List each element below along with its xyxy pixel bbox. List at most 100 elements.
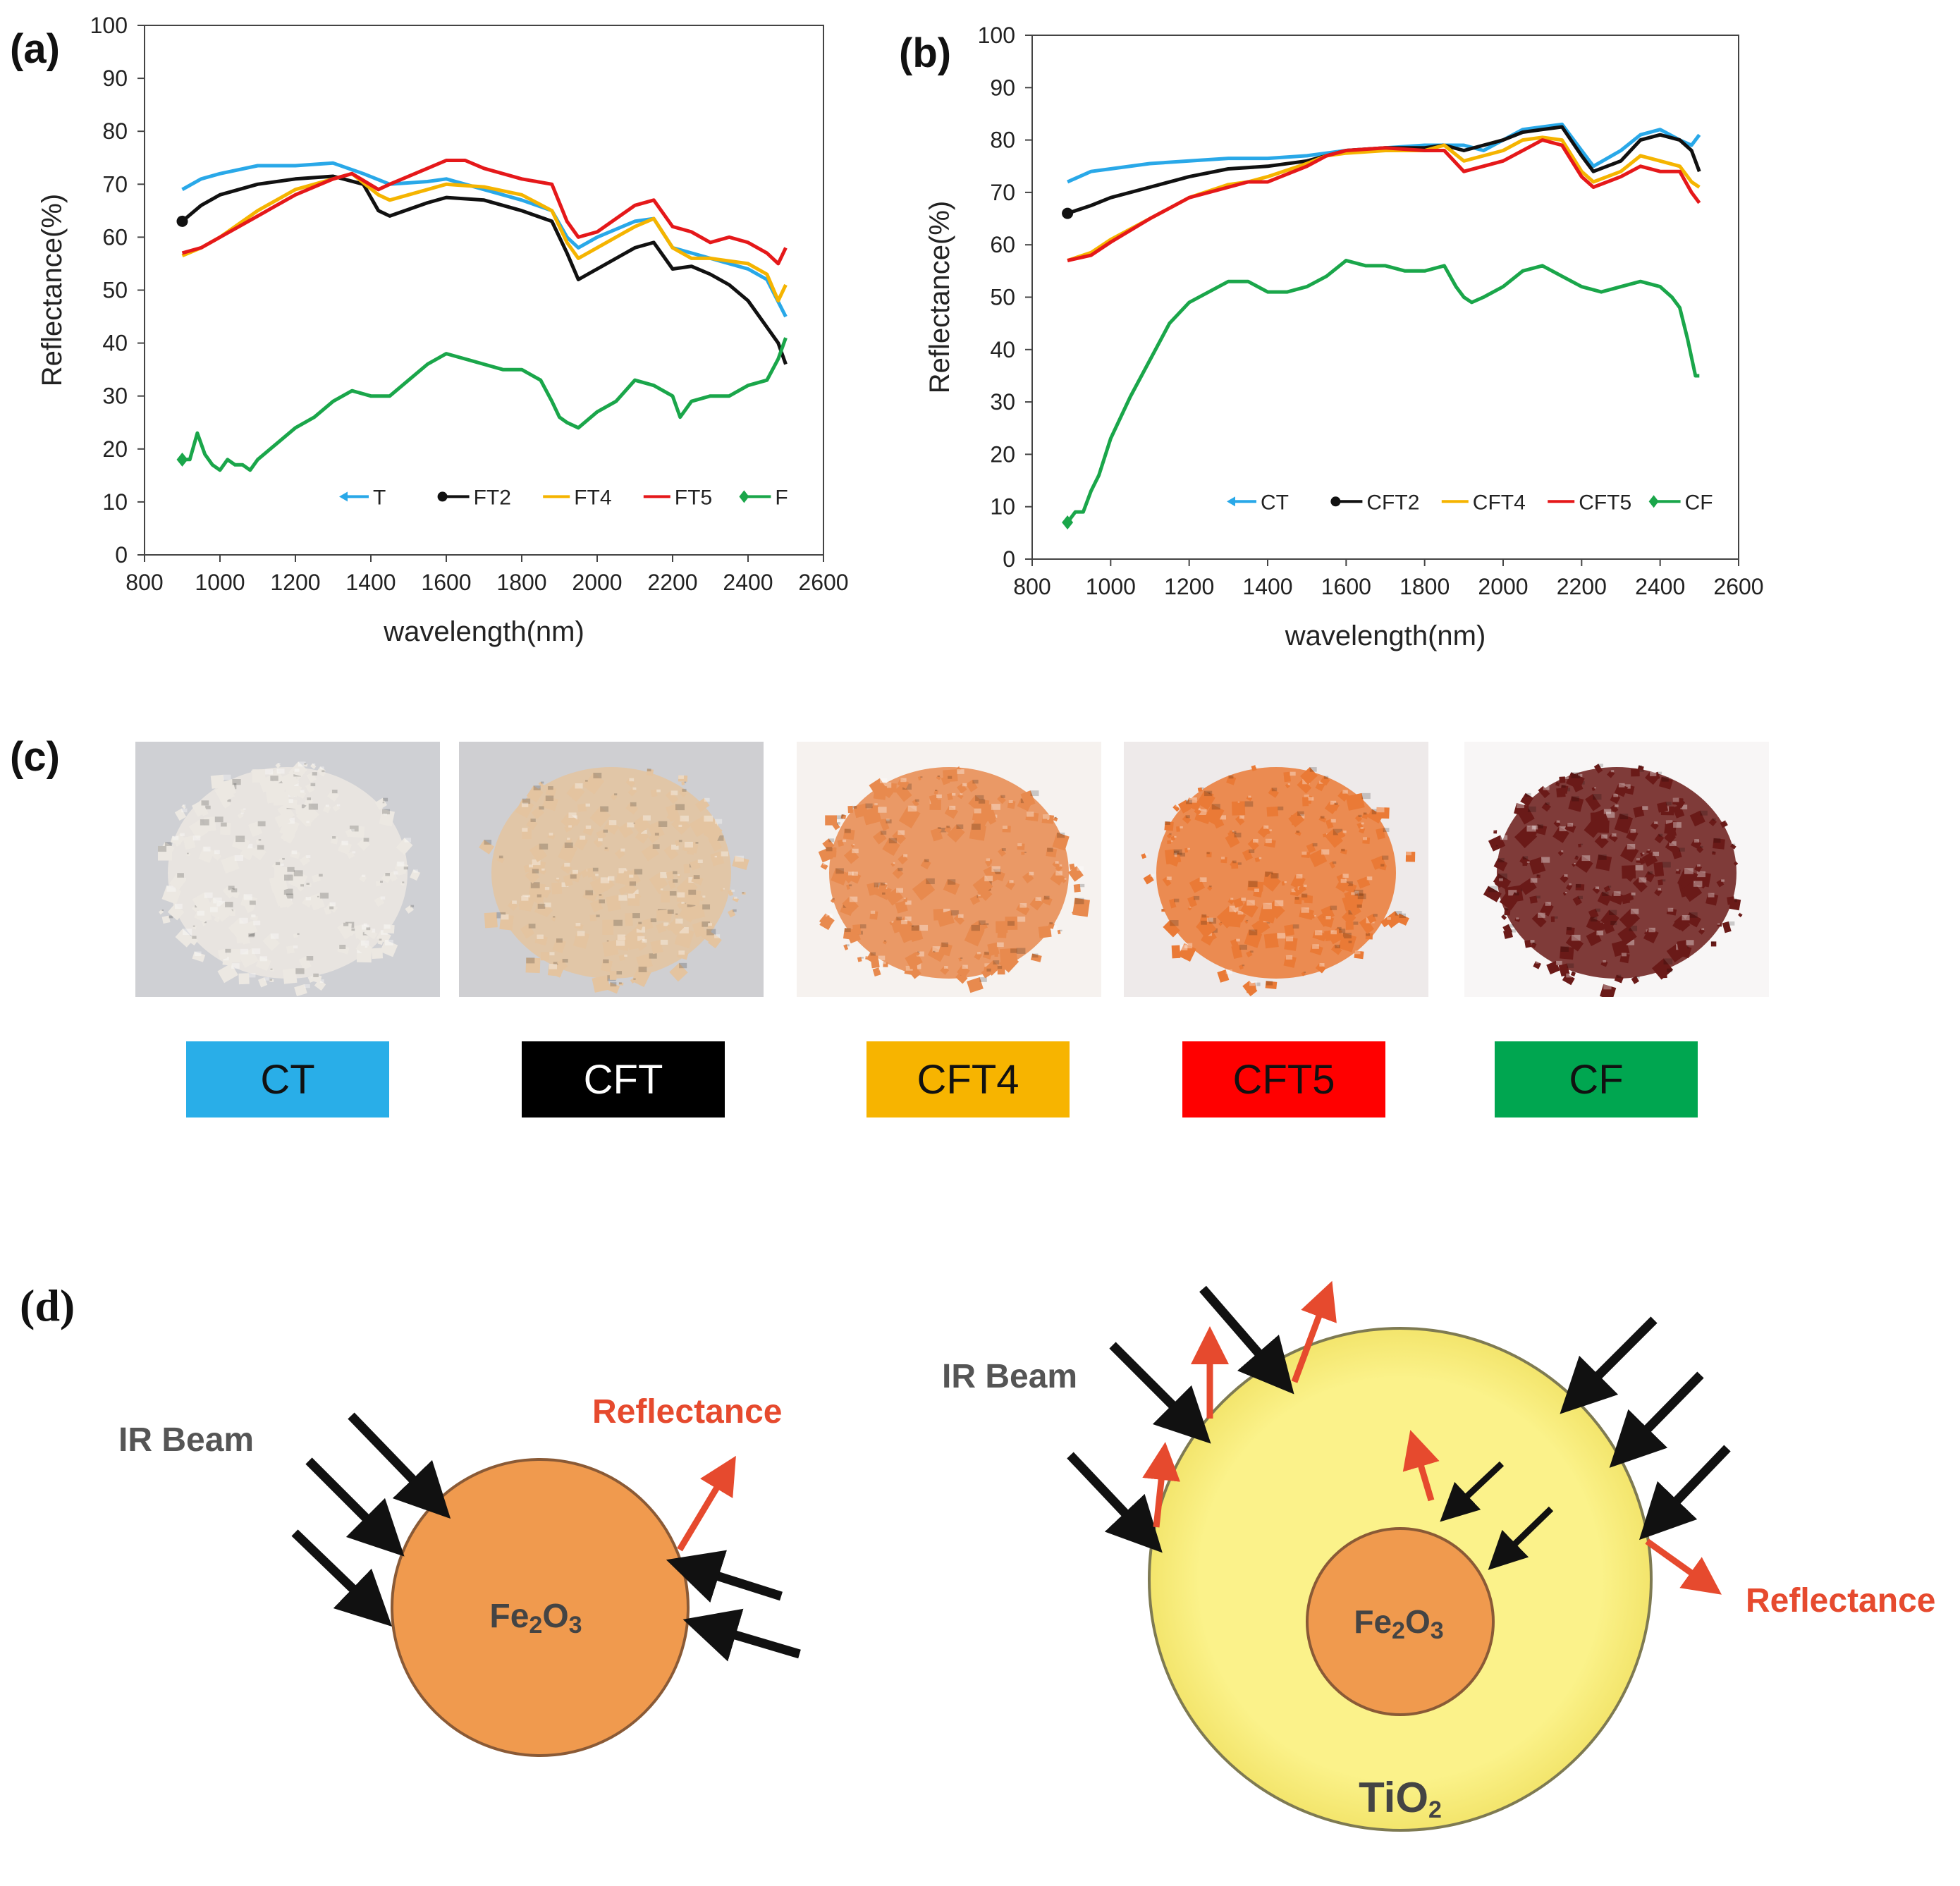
powder-shade <box>214 850 220 855</box>
powder-shade <box>1571 772 1581 778</box>
powder-shade <box>852 871 858 876</box>
powder-shade <box>629 778 635 782</box>
powder-shade <box>204 921 207 924</box>
powder-shade <box>917 951 920 953</box>
powder-shade <box>1380 864 1385 867</box>
powder-shade <box>280 863 284 867</box>
powder-shade <box>1564 776 1569 779</box>
powder-shade <box>1265 871 1273 877</box>
powder-shade <box>585 803 591 807</box>
left-incoming-arrows <box>291 1412 801 1662</box>
powder-grain <box>217 963 238 984</box>
legend-label-cft5: CFT5 <box>1579 491 1631 514</box>
x-tick-label: 1800 <box>496 570 546 595</box>
powder-shade <box>1242 965 1245 967</box>
powder-shade <box>379 938 382 941</box>
powder-grain <box>1362 837 1371 844</box>
powder-shade <box>161 910 164 911</box>
powder-shade <box>1060 929 1062 932</box>
powder-grain <box>1600 984 1617 997</box>
powder-grain <box>525 957 541 974</box>
powder-shade <box>1376 807 1385 813</box>
powder-grain <box>310 763 317 769</box>
powder-shade <box>984 876 993 881</box>
powder-grain <box>1239 965 1244 970</box>
powder-grain <box>847 805 854 814</box>
powder-grain <box>825 815 837 826</box>
powder-shade <box>291 850 298 855</box>
powder-grain <box>324 906 332 915</box>
powder-shade <box>600 806 609 812</box>
powder-grain <box>1230 938 1239 948</box>
powder-grain <box>1597 891 1612 906</box>
powder-grain <box>1347 892 1356 901</box>
powder-shade <box>1527 806 1536 812</box>
powder-shade <box>305 897 311 900</box>
powder-grain <box>1632 877 1648 893</box>
powder-grain <box>732 855 749 871</box>
powder-shade <box>706 929 716 936</box>
powder-grain <box>671 815 691 835</box>
powder-grain <box>627 893 640 907</box>
legend-label-ct: CT <box>1261 491 1289 514</box>
powder-grain <box>691 875 704 886</box>
powder-shade <box>1503 914 1507 917</box>
powder-grain <box>1720 820 1728 828</box>
powder-shade <box>878 807 887 813</box>
powder-shade <box>329 902 336 907</box>
powder-grain <box>479 839 495 855</box>
powder-shade <box>1581 843 1584 845</box>
powder-shade <box>1538 912 1545 918</box>
powder-grain <box>1562 892 1567 896</box>
powder-shade <box>1266 981 1273 986</box>
powder-grain <box>1167 840 1172 844</box>
powder-grain <box>938 942 953 957</box>
powder-grain <box>583 780 589 785</box>
powder-shade <box>319 893 329 899</box>
powder-grain <box>288 870 308 890</box>
powder-shade <box>642 939 647 943</box>
powder-shade <box>1285 955 1293 960</box>
powder-shade <box>282 857 285 860</box>
powder-shade <box>1174 835 1177 838</box>
powder-shade <box>1530 940 1535 943</box>
powder-shade <box>200 819 209 826</box>
powder-shade <box>240 948 249 955</box>
powder-grain <box>1529 895 1538 904</box>
powder-shade <box>312 763 316 766</box>
powder-shade <box>1204 790 1213 797</box>
powder-shade <box>1248 881 1258 888</box>
powder-shade <box>631 889 639 895</box>
powder-grain <box>632 822 636 827</box>
powder-shade <box>1672 797 1679 802</box>
powder-shade <box>883 782 892 788</box>
powder-shade <box>1595 908 1600 912</box>
powder-shade <box>714 855 718 858</box>
powder-shade <box>393 871 399 875</box>
powder-shade <box>382 802 385 804</box>
powder-shade <box>339 944 346 950</box>
powder-grain <box>1354 950 1364 960</box>
powder-shade <box>1684 868 1693 874</box>
powder-shade <box>297 933 300 935</box>
powder-grain <box>843 828 855 840</box>
powder-shade <box>1596 930 1604 936</box>
powder-shade <box>243 894 252 900</box>
powder-shade <box>1693 881 1703 887</box>
powder-grain <box>1246 795 1253 802</box>
powder-shade <box>1180 852 1186 857</box>
powder-shade <box>941 942 949 948</box>
powder-grain <box>1565 934 1584 952</box>
powder-shade <box>943 908 950 914</box>
powder-grain <box>188 936 198 946</box>
powder-grain <box>1661 968 1667 979</box>
powder-shade <box>1244 801 1254 807</box>
powder-shade <box>1341 848 1345 852</box>
powder-grain <box>1231 801 1246 816</box>
powder-grain <box>857 957 862 962</box>
powder-shade <box>660 939 668 945</box>
swatch-cft4: CFT4 <box>866 1041 1070 1117</box>
powder-grain <box>1016 902 1030 916</box>
powder-grain <box>565 838 572 844</box>
powder-grain <box>683 864 690 874</box>
